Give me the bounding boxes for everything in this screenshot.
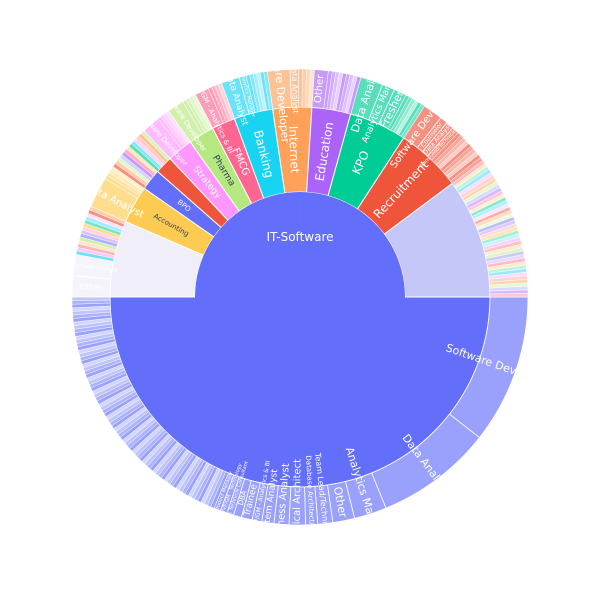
outer-ring [71, 68, 529, 526]
center-hub[interactable] [194, 192, 405, 402]
outer-label: Other [313, 73, 327, 103]
outer-slice-minor[interactable] [347, 76, 362, 115]
outer-label: Data Analyst [290, 62, 300, 114]
inner-label-internet: Internet [286, 126, 302, 174]
outer-slice-minor[interactable] [71, 296, 111, 301]
outer-slice-minor[interactable] [489, 293, 529, 298]
outer-slice-minor[interactable] [191, 94, 213, 130]
outer-slice-minor[interactable] [165, 110, 191, 144]
outer-slice-minor[interactable] [217, 82, 235, 120]
outer-slice-minor[interactable] [401, 103, 425, 139]
outer-slice-minor[interactable] [141, 130, 171, 161]
inner-label-it-software: IT-Software [267, 230, 334, 244]
outer-slice-minor[interactable] [308, 69, 315, 108]
outer-slice-minor[interactable] [89, 206, 126, 225]
outer-slice-minor[interactable] [263, 71, 273, 110]
outer-label: Technical Architect [291, 459, 303, 554]
outer-label: Other [331, 486, 350, 520]
outer-label: DBA [237, 489, 249, 506]
inner-ring [109, 106, 491, 488]
outer-label: Other [80, 282, 104, 292]
